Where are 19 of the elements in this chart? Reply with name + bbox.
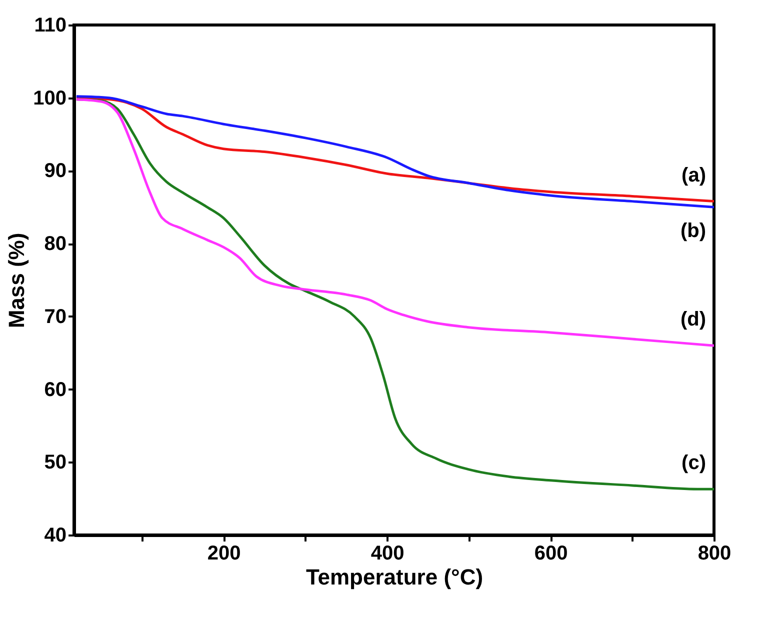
y-tick-label: 40 <box>44 524 66 546</box>
x-axis-title: Temperature (°C) <box>306 564 484 590</box>
y-tick-label: 70 <box>44 306 66 328</box>
y-tick-label: 100 <box>33 87 66 110</box>
x-tick-label: 200 <box>207 542 241 564</box>
x-tick-label: 600 <box>534 542 568 564</box>
y-tick-label: 60 <box>44 378 66 401</box>
y-axis-title: Mass (%) <box>4 232 30 328</box>
y-tick-label: 50 <box>44 452 66 474</box>
series-label: (a) <box>682 164 706 186</box>
series-label: (c) <box>682 452 706 474</box>
y-tick-label: 110 <box>34 14 66 36</box>
series-label: (d) <box>680 308 706 331</box>
x-tick-label: 400 <box>370 542 404 564</box>
series-label: (b) <box>680 220 706 242</box>
y-tick-label: 80 <box>44 233 66 256</box>
y-tick-label: 90 <box>44 160 66 182</box>
line-series <box>75 98 714 347</box>
x-tick-label: 800 <box>698 542 732 564</box>
